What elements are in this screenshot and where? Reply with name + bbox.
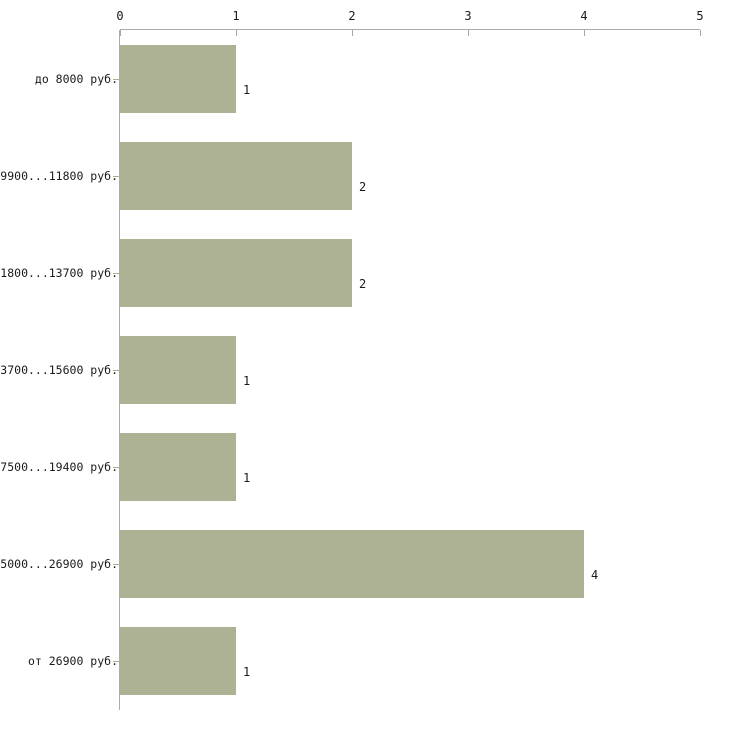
x-tick-label: 3 [464,9,472,23]
bar[interactable] [120,45,236,113]
category-label: 25000...26900 руб. [0,557,118,571]
x-tick-mark [700,30,701,36]
category-label: от 26900 руб. [27,654,118,668]
y-tick-mark [113,273,119,274]
x-tick-mark [120,30,121,36]
y-tick-mark [113,79,119,80]
bar-value-label: 4 [591,568,599,582]
x-tick-label: 0 [116,9,124,23]
y-tick-mark [113,564,119,565]
category-label: 11800...13700 руб. [0,266,118,280]
bar[interactable] [120,239,352,307]
bar[interactable] [120,336,236,404]
bar[interactable] [120,627,236,695]
x-tick-label: 5 [696,9,704,23]
bar-value-label: 1 [243,374,251,388]
category-label: 13700...15600 руб. [0,363,118,377]
bar-value-label: 2 [359,180,367,194]
bar[interactable] [120,142,352,210]
x-axis-line [120,29,700,30]
y-axis-line [119,30,120,710]
x-tick-mark [468,30,469,36]
x-tick-label: 1 [232,9,240,23]
y-tick-mark [113,467,119,468]
x-tick-mark [584,30,585,36]
x-tick-label: 2 [348,9,356,23]
bar-value-label: 1 [243,83,251,97]
y-tick-mark [113,370,119,371]
y-tick-mark [113,176,119,177]
bar[interactable] [120,433,236,501]
bar-value-label: 2 [359,277,367,291]
bar[interactable] [120,530,584,598]
x-tick-mark [352,30,353,36]
x-tick-mark [236,30,237,36]
category-label: 9900...11800 руб. [0,169,118,183]
bar-value-label: 1 [243,471,251,485]
y-tick-mark [113,661,119,662]
bar-value-label: 1 [243,665,251,679]
category-label: 17500...19400 руб. [0,460,118,474]
x-tick-label: 4 [580,9,588,23]
category-label: до 8000 руб. [34,72,118,86]
